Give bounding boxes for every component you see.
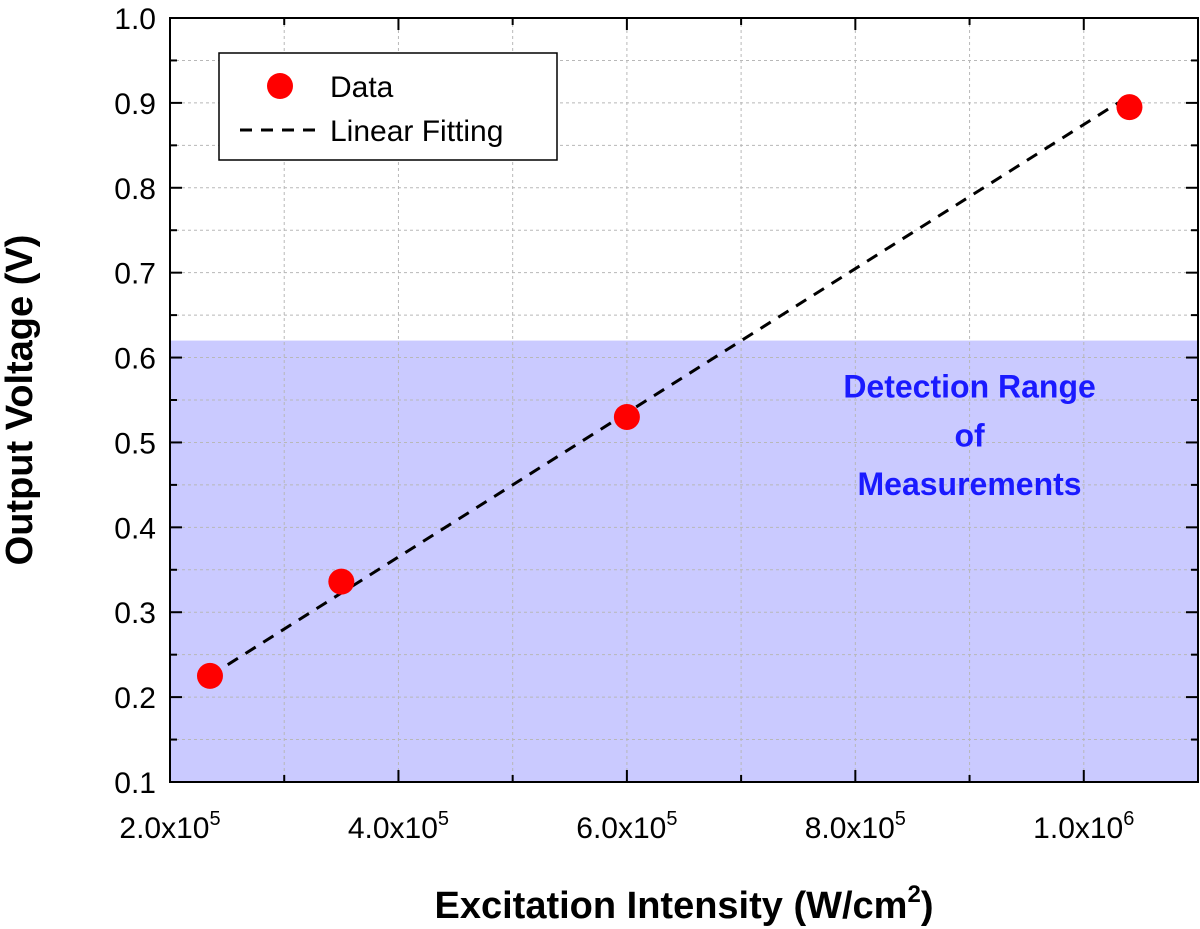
y-tick-label: 1.0 bbox=[114, 3, 156, 36]
annot-layer: Detection Range of Measurements bbox=[843, 368, 1095, 502]
y-tick-label: 0.1 bbox=[114, 767, 156, 800]
shade-layer bbox=[170, 340, 1198, 782]
legend-marker-data bbox=[267, 73, 293, 99]
annotation-line: Measurements bbox=[858, 466, 1082, 502]
title-layer: Excitation Intensity (W/cm2) Output Volta… bbox=[0, 235, 933, 927]
x-tick-label: 8.0x105 bbox=[805, 808, 906, 845]
annotation-line: Detection Range bbox=[843, 368, 1095, 404]
y-tick-label: 0.8 bbox=[114, 173, 156, 206]
y-tick-label: 0.3 bbox=[114, 597, 156, 630]
legend-label-data: Data bbox=[330, 71, 394, 104]
data-point bbox=[328, 568, 355, 595]
y-tick-label: 0.2 bbox=[114, 682, 156, 715]
data-point bbox=[613, 403, 640, 430]
y-tick-label: 0.5 bbox=[114, 427, 156, 460]
x-axis-title: Excitation Intensity (W/cm2) bbox=[435, 881, 934, 927]
series-layer bbox=[196, 94, 1143, 689]
data-point bbox=[196, 662, 223, 689]
annotation-line: of bbox=[954, 418, 985, 454]
y-tick-label: 0.4 bbox=[114, 512, 156, 545]
axes-layer: 2.0x105 4.0x105 6.0x105 8.0x105 1.0x106 0.1 0.… bbox=[114, 3, 1199, 845]
y-tick-label: 0.6 bbox=[114, 343, 156, 376]
y-tick-label: 0.9 bbox=[114, 88, 156, 121]
y-tick-label: 0.7 bbox=[114, 258, 156, 291]
linear-fit-line bbox=[209, 101, 1119, 678]
data-point bbox=[1116, 94, 1143, 121]
legend-layer: Data Linear Fitting bbox=[218, 52, 558, 161]
x-tick-label: 6.0x105 bbox=[576, 808, 677, 845]
legend-label-fit: Linear Fitting bbox=[330, 115, 503, 148]
legend-box bbox=[218, 52, 558, 161]
y-axis-title: Output Voltage (V) bbox=[0, 235, 41, 566]
x-tick-label: 1.0x106 bbox=[1033, 808, 1134, 845]
x-tick-label: 2.0x105 bbox=[119, 808, 220, 845]
detection-range-region bbox=[170, 340, 1198, 782]
x-tick-label: 4.0x105 bbox=[348, 808, 449, 845]
